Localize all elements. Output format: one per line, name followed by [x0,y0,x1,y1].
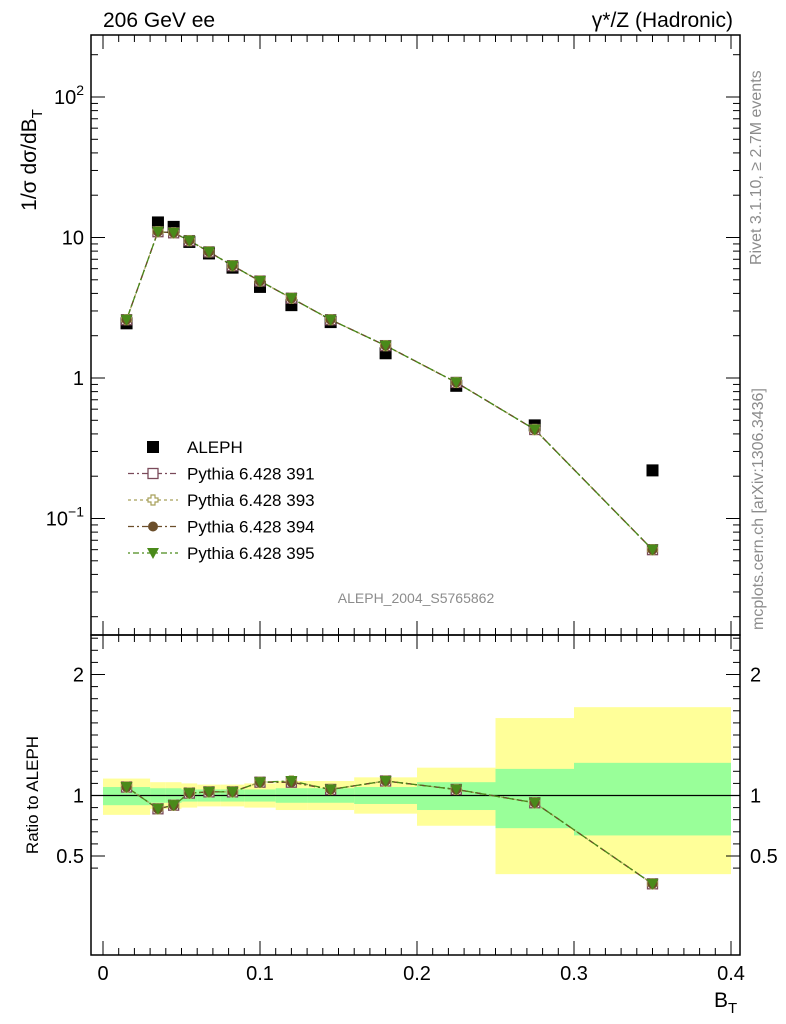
mc-point-4 [167,227,180,239]
mc-point-4 [226,260,239,272]
ratio-point-4 [202,786,215,798]
energy-label: 206 GeV ee [103,9,215,32]
mc-point-4 [202,246,215,258]
mc-point-4 [528,424,541,436]
mc-point-4 [254,276,266,288]
ratio-y-tick-label-right: 1 [750,786,761,808]
ratio-y-tick-label: 2 [73,665,84,687]
y-tick-label: 1 [73,368,84,390]
x-axis-title: BT [714,989,737,1017]
ratio-point-4 [285,775,298,787]
ratio-point-4 [167,800,180,812]
x-tick-label: 0.2 [403,963,431,985]
aleph-point [151,216,164,229]
mc-point-4 [450,377,463,389]
analysis-watermark: ALEPH_2004_S5765862 [338,590,495,606]
legend-marker-aleph [147,441,159,453]
legend-marker-2 [147,494,159,506]
legend-label-1: Pythia 6.428 391 [187,465,315,484]
tick-labels: 0 0.1 0.2 0.3 0.4 10−1 1 10 102 0.5 0.5 1 1 2 2 [46,82,778,985]
process-label: γ*/Z (Hadronic) [592,9,733,32]
mc-point-4 [379,340,392,352]
ratio-point-4 [646,878,659,890]
ratio-ylabel: Ratio to ALEPH [23,736,42,854]
ratio-y-tick-label-right: 2 [750,665,761,687]
x-tick-label: 0.4 [717,963,745,985]
ratio-point-4 [528,797,541,809]
ratio-series-group [120,775,659,890]
main-series-group [120,216,659,556]
mc-point-4 [285,293,298,305]
legend-label-4: Pythia 6.428 395 [187,544,315,563]
ratio-point-4 [379,775,392,787]
y-tick-label: 10−1 [46,504,84,531]
band-inner-12 [574,762,731,836]
y-tick-label: 102 [54,82,84,109]
ratio-point-4 [324,784,337,796]
ratio-y-tick-label-right: 0.5 [750,846,778,868]
legend-marker-4 [147,548,159,559]
x-tick-label: 0 [97,963,108,985]
ratio-point-4 [151,803,164,815]
x-tick-label: 0.1 [246,963,274,985]
mc-point-4 [183,235,196,247]
band-inner-0 [103,787,151,806]
legend-marker-1 [147,467,159,480]
legend-label-2: Pythia 6.428 393 [187,491,315,510]
legend-label-0: ALEPH [187,438,243,457]
legend-label-3: Pythia 6.428 394 [187,518,315,537]
ratio-point-4 [226,786,239,798]
main-ylabel: 1/σ dσ/dBT [18,109,46,211]
ratio-point-4 [120,782,133,794]
legend: ALEPH Pythia 6.428 391 Pythia 6.428 393 Pyt… [128,438,315,563]
mcplots-label: mcplots.cern.ch [arXiv:1306.3436] [750,388,767,630]
mc-point-4 [120,314,133,326]
ratio-y-tick-label: 1 [73,786,84,808]
rivet-label: Rivet 3.1.10, ≥ 2.7M events [748,70,765,265]
ratio-point-4 [450,784,463,796]
axis-ticks [91,35,740,955]
ratio-uncertainty-bands [103,707,731,875]
aleph-point [646,464,659,477]
ratio-point-4 [183,788,196,800]
y-tick-label: 10 [62,228,84,250]
ratio-point-4 [254,777,266,789]
legend-marker-3 [148,521,158,532]
ratio-y-tick-label: 0.5 [56,846,84,868]
x-tick-label: 0.3 [560,963,588,985]
mc-point-4 [646,544,659,556]
mc-point-4 [151,226,164,238]
mc-point-4 [324,314,337,326]
